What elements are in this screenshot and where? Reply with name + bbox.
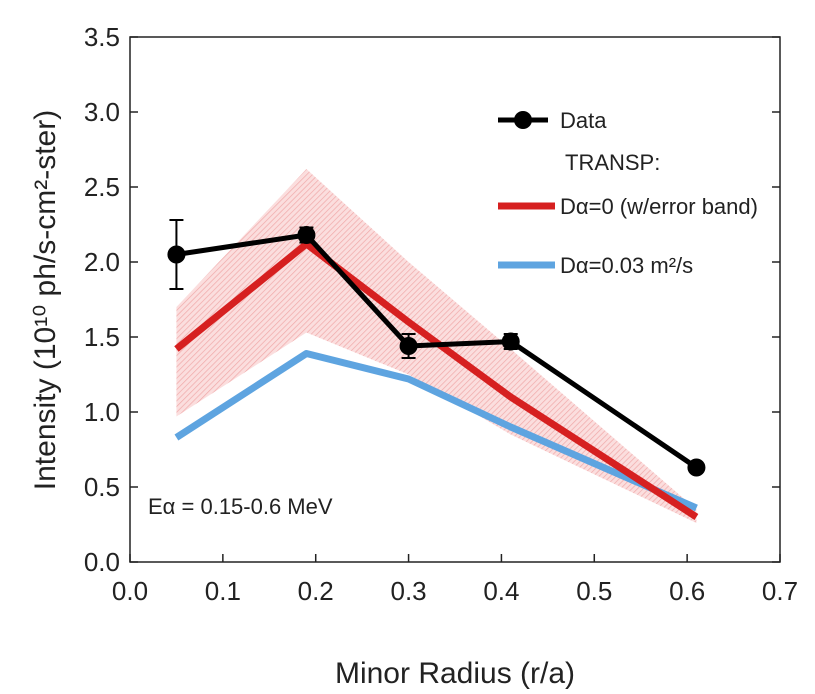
data-point <box>399 337 418 355</box>
y-tick-label: 3.0 <box>84 97 120 127</box>
legend-label-d003: Dα=0.03 m²/s <box>560 253 693 278</box>
data-point <box>297 226 316 244</box>
legend: Data TRANSP: Dα=0 (w/error band) Dα=0.03… <box>498 108 758 278</box>
y-tick-label: 2.0 <box>84 247 120 277</box>
y-tick-label: 3.5 <box>84 22 120 52</box>
y-axis-title: Intensity (10¹⁰ ph/s-cm²-ster) <box>29 110 62 490</box>
y-tick-label: 2.5 <box>84 172 120 202</box>
data-point <box>167 245 186 264</box>
legend-marker-data <box>514 111 532 129</box>
energy-annotation: Eα = 0.15-0.6 MeV <box>148 494 333 519</box>
series-layer <box>167 219 706 520</box>
y-tick-label: 1.0 <box>84 397 120 427</box>
ticks-layer: 0.0 0.1 0.2 0.3 0.4 0.5 0.6 0.7 0.0 0.5 1.0 1.5 2.0 2… <box>84 22 798 606</box>
y-tick-label: 1.5 <box>84 322 120 352</box>
legend-label-data: Data <box>560 108 607 133</box>
x-tick-label: 0.6 <box>669 576 705 606</box>
y-tick-label: 0.5 <box>84 472 120 502</box>
series-line-1 <box>174 240 699 520</box>
x-tick-label: 0.5 <box>576 576 612 606</box>
data-point <box>501 332 520 351</box>
y-tick-label: 0.0 <box>84 547 120 577</box>
data-point <box>687 458 706 477</box>
plot-frame <box>129 36 781 563</box>
x-tick-label: 0.2 <box>298 576 334 606</box>
x-axis-title: Minor Radius (r/a) <box>335 657 575 690</box>
x-tick-label: 0.7 <box>762 576 798 606</box>
x-tick-label: 0.4 <box>483 576 519 606</box>
x-tick-label: 0.3 <box>390 576 426 606</box>
x-tick-label: 0.0 <box>112 576 148 606</box>
legend-header: TRANSP: <box>565 150 660 175</box>
legend-label-d0: Dα=0 (w/error band) <box>560 194 758 219</box>
series-line-2 <box>174 350 698 512</box>
x-tick-label: 0.1 <box>205 576 241 606</box>
